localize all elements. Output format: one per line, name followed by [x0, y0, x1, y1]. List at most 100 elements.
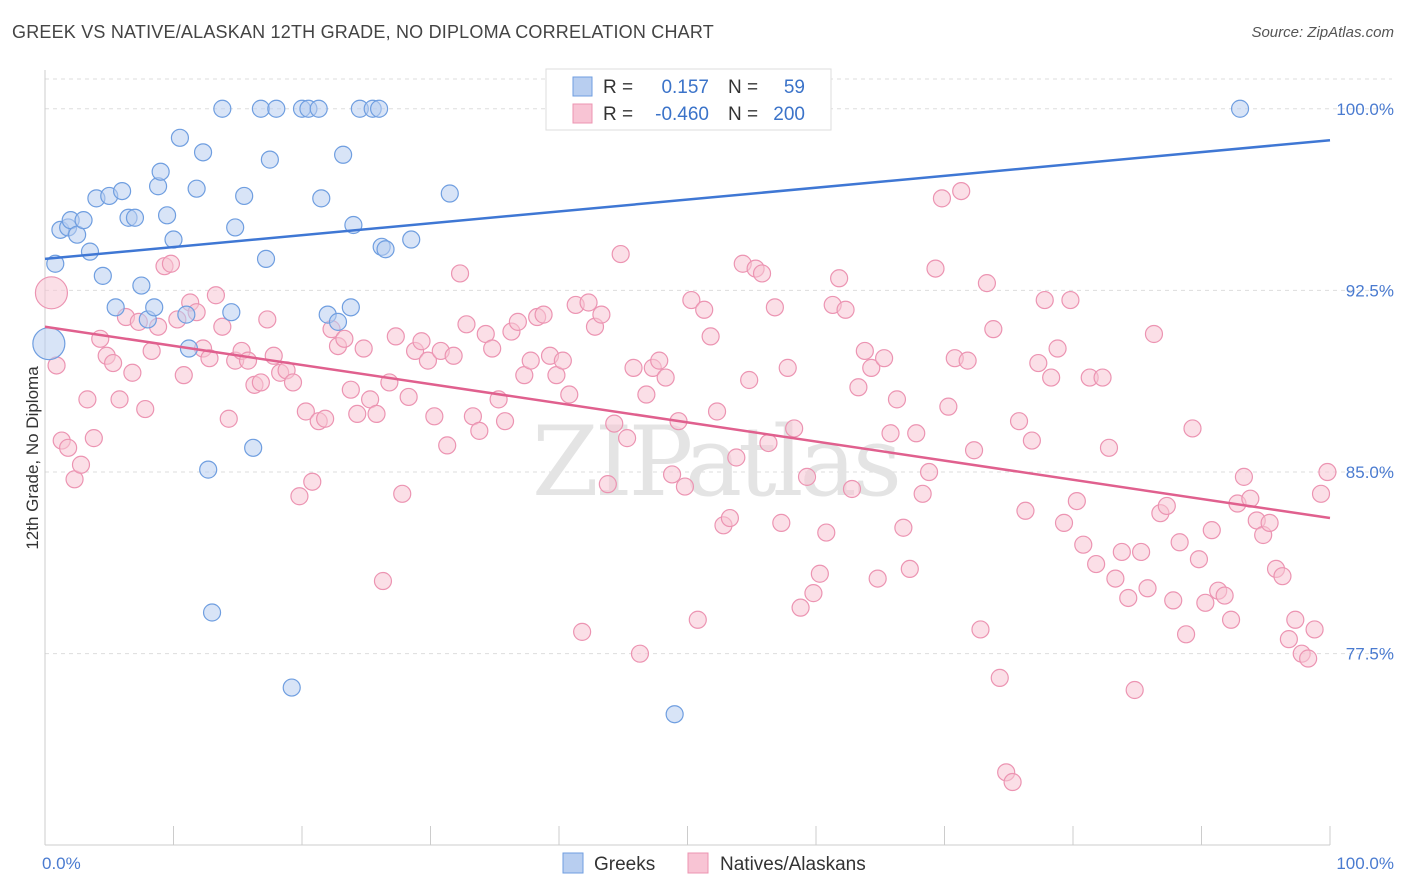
native-alaskan-point — [303, 472, 322, 491]
greek-point — [370, 99, 389, 118]
native-alaskan-point — [765, 298, 784, 317]
native-alaskan-point — [1221, 610, 1241, 629]
native-alaskan-point — [682, 290, 701, 310]
native-alaskan-point — [817, 523, 836, 542]
greek-point — [267, 99, 286, 118]
greek-point — [251, 99, 270, 118]
native-alaskan-point — [560, 385, 579, 404]
native-alaskan-point — [386, 327, 405, 346]
y-tick-label: 85.0% — [1346, 463, 1394, 482]
native-alaskan-point — [200, 349, 219, 368]
greek-point — [665, 705, 684, 724]
native-alaskan-point — [219, 409, 238, 428]
native-alaskan-point — [123, 363, 142, 382]
legend-r-label-natives: R = — [603, 104, 633, 125]
native-alaskan-point — [881, 424, 900, 443]
native-alaskan-point — [637, 385, 656, 404]
bottom-legend: Greeks Natives/Alaskans — [562, 852, 866, 875]
greek-point — [282, 678, 301, 697]
native-alaskan-point — [373, 571, 393, 591]
chart-title: GREEK VS NATIVE/ALASKAN 12TH GRADE, NO D… — [12, 22, 714, 42]
greek-point — [125, 208, 145, 227]
native-alaskan-point — [656, 368, 675, 387]
greek-point — [80, 242, 100, 261]
y-tick-labels: 77.5% 85.0% 92.5% 100.0% — [1336, 100, 1394, 664]
native-alaskan-point — [592, 305, 611, 324]
native-alaskan-point — [1215, 586, 1234, 605]
native-alaskan-point — [1048, 339, 1067, 358]
native-alaskan-point — [579, 293, 598, 312]
native-alaskan-point — [1183, 419, 1202, 438]
native-alaskan-point — [1144, 324, 1164, 344]
native-alaskan-point — [1202, 521, 1221, 540]
native-alaskan-point — [1170, 533, 1189, 552]
native-alaskan-point — [412, 332, 431, 351]
native-alaskan-point — [1286, 610, 1305, 629]
native-alaskan-point — [1138, 579, 1157, 598]
native-alaskan-point — [142, 341, 161, 361]
native-alaskan-point — [104, 353, 123, 373]
greek-point — [193, 143, 213, 162]
native-alaskan-point — [316, 409, 335, 428]
native-alaskan-point — [964, 441, 984, 460]
native-alaskan-point — [1311, 484, 1331, 503]
native-alaskan-point — [1022, 431, 1041, 450]
native-alaskan-point — [534, 305, 553, 324]
greeks-trend-line — [44, 138, 1331, 261]
trend-lines — [44, 138, 1331, 520]
native-alaskan-point — [900, 559, 919, 579]
native-alaskan-point — [521, 351, 540, 370]
native-alaskan-point — [508, 312, 527, 331]
greek-point — [93, 266, 112, 285]
native-alaskan-point — [573, 622, 592, 641]
native-alaskan-point — [797, 467, 817, 486]
native-alaskan-point — [1299, 649, 1318, 668]
native-alaskan-point — [1125, 680, 1144, 700]
native-alaskan-point — [952, 181, 971, 201]
bottom-legend-swatch-greeks — [562, 852, 584, 874]
greek-point — [226, 218, 245, 237]
greek-point — [312, 189, 331, 208]
native-alaskan-point — [650, 351, 669, 370]
native-alaskan-point — [296, 402, 315, 421]
y-tick-label: 100.0% — [1336, 100, 1394, 119]
native-alaskan-point — [849, 378, 868, 397]
native-alaskan-point — [238, 351, 258, 370]
native-alaskan-point — [457, 315, 476, 334]
legend-n-label-greeks: N = — [728, 77, 758, 98]
native-alaskan-point — [971, 620, 990, 639]
greek-point — [187, 179, 206, 198]
native-alaskan-point — [399, 387, 418, 407]
native-alaskan-point — [1035, 290, 1054, 310]
native-alaskan-point — [1196, 593, 1215, 612]
greek-point — [132, 276, 151, 295]
greek-point — [260, 150, 279, 169]
greek-point — [244, 438, 263, 457]
native-alaskan-point — [932, 189, 952, 208]
legend-n-label-natives: N = — [728, 104, 758, 125]
y-tick-label: 77.5% — [1346, 645, 1394, 664]
bottom-legend-label-greeks: Greeks — [594, 854, 655, 875]
native-alaskan-point — [752, 264, 772, 283]
native-alaskan-point — [1112, 542, 1131, 562]
greek-point — [145, 298, 164, 317]
greek-point — [334, 145, 353, 164]
native-alaskan-point — [1273, 567, 1292, 586]
native-alaskan-point — [34, 276, 69, 310]
native-alaskan-point — [174, 366, 193, 385]
bottom-legend-swatch-natives — [687, 852, 709, 874]
native-alaskan-point — [875, 349, 894, 368]
native-alaskan-point — [251, 373, 270, 392]
native-alaskan-point — [1157, 496, 1176, 516]
natives-trend-line — [44, 325, 1331, 520]
native-alaskan-point — [662, 465, 682, 484]
native-alaskan-point — [1029, 353, 1048, 373]
legend-frame — [545, 68, 832, 131]
native-alaskan-point — [354, 339, 373, 358]
native-alaskan-point — [695, 300, 714, 319]
greek-point — [199, 460, 218, 479]
native-alaskan-point — [727, 448, 746, 467]
native-alaskan-point — [71, 455, 91, 474]
greek-point — [341, 298, 360, 317]
